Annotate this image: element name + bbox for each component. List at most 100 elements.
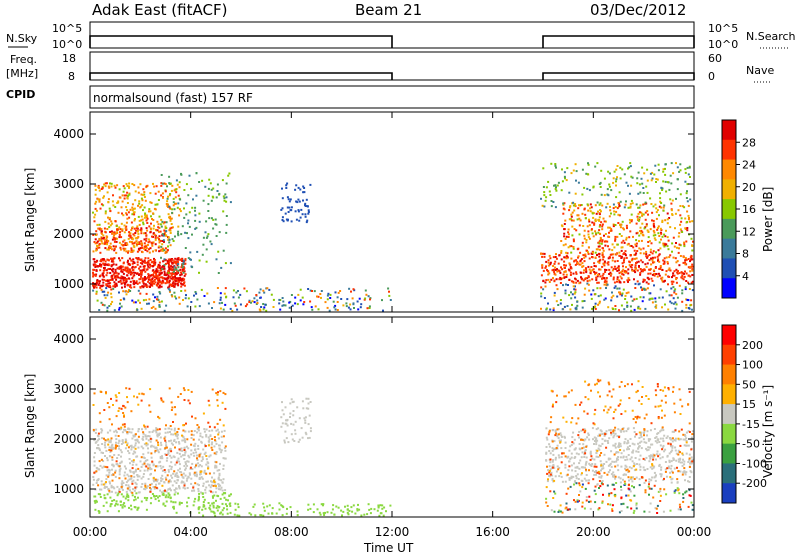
data-cell (631, 299, 634, 302)
data-cell (92, 234, 95, 236)
data-cell (627, 291, 630, 294)
data-cell (651, 252, 654, 255)
data-cell (96, 241, 98, 244)
data-cell (114, 491, 117, 494)
data-cell (644, 307, 647, 310)
data-cell (681, 274, 684, 277)
data-cell (675, 197, 677, 200)
data-cell (683, 470, 686, 473)
data-cell (625, 270, 628, 273)
data-cell (126, 197, 129, 200)
data-cell (193, 473, 196, 476)
data-cell (669, 226, 672, 229)
data-cell (209, 240, 212, 243)
data-cell (262, 308, 265, 311)
data-cell (587, 265, 590, 268)
data-cell (181, 434, 183, 437)
data-cell (597, 210, 599, 213)
colorbar-tick-label-6: 4 (742, 270, 749, 283)
data-cell (346, 298, 349, 301)
data-cell (193, 500, 196, 503)
data-cell (663, 434, 666, 437)
data-cell (140, 193, 143, 196)
data-cell (598, 302, 601, 305)
data-cell (102, 483, 105, 486)
data-cell (624, 254, 627, 257)
data-cell (624, 459, 627, 461)
data-cell (128, 193, 131, 196)
power-heatmap (92, 162, 694, 312)
data-cell (625, 292, 628, 295)
data-cell (156, 236, 159, 239)
data-cell (564, 463, 567, 466)
data-cell (157, 278, 160, 281)
data-cell (92, 271, 94, 274)
data-cell (191, 415, 193, 418)
data-cell (556, 444, 559, 447)
data-cell (603, 298, 606, 301)
data-cell (377, 506, 380, 509)
data-cell (170, 217, 173, 220)
data-cell (169, 425, 172, 427)
data-cell (575, 259, 578, 262)
data-cell (555, 278, 558, 281)
data-cell (547, 259, 550, 262)
data-cell (168, 488, 171, 491)
data-cell (608, 255, 611, 258)
data-cell (161, 457, 164, 460)
data-cell (574, 285, 576, 288)
data-cell (608, 383, 611, 386)
data-cell (207, 462, 210, 465)
data-cell (679, 163, 682, 166)
data-cell (105, 391, 107, 394)
data-cell (642, 234, 645, 237)
data-cell (167, 287, 170, 290)
data-cell (115, 225, 118, 227)
data-cell (143, 259, 146, 262)
data-cell (594, 230, 597, 233)
data-cell (95, 286, 98, 289)
data-cell (603, 453, 606, 456)
data-cell (682, 256, 685, 259)
data-cell (170, 283, 173, 286)
data-cell (580, 456, 583, 459)
data-cell (684, 435, 687, 437)
data-cell (651, 297, 654, 300)
data-cell (604, 297, 607, 300)
data-cell (167, 245, 169, 248)
data-cell (622, 288, 625, 291)
data-cell (100, 391, 103, 393)
data-cell (363, 298, 366, 301)
data-cell (194, 474, 196, 477)
data-cell (581, 451, 584, 454)
data-cell (144, 212, 147, 215)
data-cell (122, 276, 125, 279)
data-cell (310, 306, 313, 309)
data-cell (563, 223, 566, 225)
data-cell (666, 236, 669, 239)
data-cell (163, 469, 166, 471)
data-cell (213, 494, 216, 497)
data-cell (166, 453, 169, 456)
data-cell (382, 309, 384, 312)
data-cell (162, 239, 165, 242)
data-cell (548, 443, 551, 446)
data-cell (125, 243, 128, 246)
data-cell (645, 281, 648, 284)
data-cell (106, 294, 109, 297)
data-cell (103, 238, 106, 241)
data-cell (688, 217, 690, 219)
data-cell (168, 260, 171, 263)
data-cell (612, 308, 614, 310)
data-cell (681, 309, 684, 312)
data-cell (211, 491, 214, 494)
data-cell (690, 299, 693, 302)
data-cell (564, 270, 567, 273)
data-cell (141, 280, 144, 283)
data-cell (143, 496, 146, 499)
data-cell (153, 257, 155, 260)
data-cell (149, 440, 152, 443)
colorbar-tick-label-2: 20 (742, 181, 756, 194)
data-cell (178, 501, 181, 504)
data-cell (266, 287, 269, 290)
